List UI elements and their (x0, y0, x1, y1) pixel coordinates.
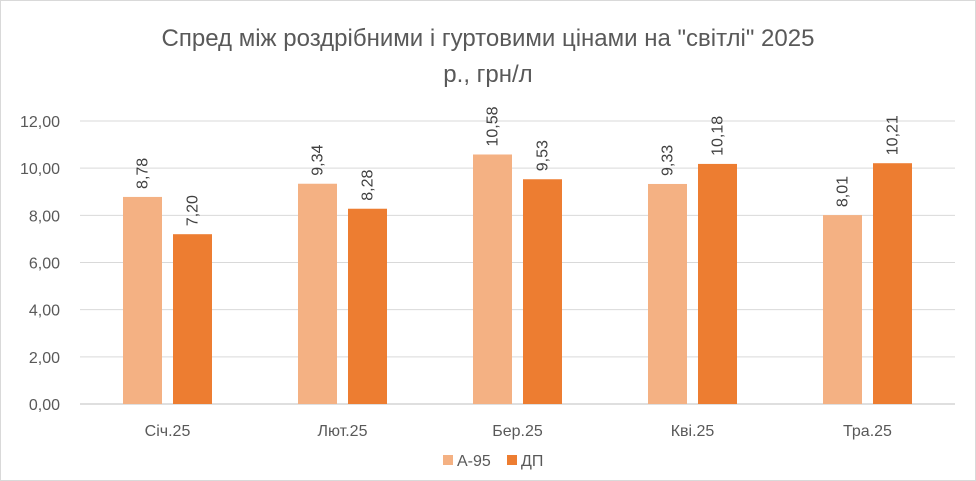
x-tick-label: Кві.25 (671, 423, 715, 440)
bar-dp (348, 208, 387, 404)
bar-dp (173, 234, 212, 404)
bar-dp (873, 163, 912, 404)
bar-dp (523, 179, 562, 404)
y-tick-label: 4,00 (29, 303, 60, 320)
gridlines (80, 120, 955, 405)
y-tick-label: 8,00 (29, 208, 60, 225)
bar-a95 (823, 215, 862, 404)
data-label: 9,34 (310, 144, 327, 175)
data-label: 9,33 (660, 145, 677, 176)
legend-label: А-95 (457, 453, 491, 470)
legend: А-95 ДП (443, 453, 543, 470)
legend-label: ДП (521, 453, 543, 470)
data-label: 10,58 (485, 106, 502, 146)
bar-dp (698, 163, 737, 404)
x-tick-label: Січ.25 (145, 423, 191, 440)
data-label: 7,20 (185, 195, 202, 226)
y-tick-label: 10,00 (20, 161, 60, 178)
legend-swatch (507, 455, 517, 465)
x-tick-label: Бер.25 (492, 423, 543, 440)
legend-swatch (443, 455, 453, 465)
y-tick-label: 12,00 (20, 114, 60, 131)
data-label: 10,21 (885, 115, 902, 155)
bars (123, 154, 912, 404)
x-tick-label: Тра.25 (843, 423, 892, 440)
x-axis-tick-labels: Січ.25 Лют.25 Бер.25 Кві.25 Тра.25 (145, 423, 892, 440)
y-tick-label: 2,00 (29, 350, 60, 367)
bar-a95 (648, 183, 687, 404)
data-label: 10,18 (710, 116, 727, 156)
data-labels: 8,78 7,20 9,34 8,28 10,58 9,53 9,33 10,18 8,01 10… (135, 106, 902, 226)
data-label: 8,28 (360, 169, 377, 200)
x-tick-label: Лют.25 (318, 423, 368, 440)
data-label: 8,78 (135, 158, 152, 189)
bar-a95 (298, 183, 337, 404)
y-axis-tick-labels: 0,00 2,00 4,00 6,00 8,00 10,00 12,00 (20, 114, 60, 414)
data-label: 9,53 (535, 140, 552, 171)
data-label: 8,01 (835, 176, 852, 207)
chart-title-line1: Спред між роздрібними і гуртовими цінами… (162, 25, 815, 52)
y-tick-label: 0,00 (29, 397, 60, 414)
bar-a95 (473, 154, 512, 404)
y-tick-label: 6,00 (29, 256, 60, 273)
chart-title-line2: р., грн/л (443, 61, 532, 88)
bar-a95 (123, 196, 162, 404)
